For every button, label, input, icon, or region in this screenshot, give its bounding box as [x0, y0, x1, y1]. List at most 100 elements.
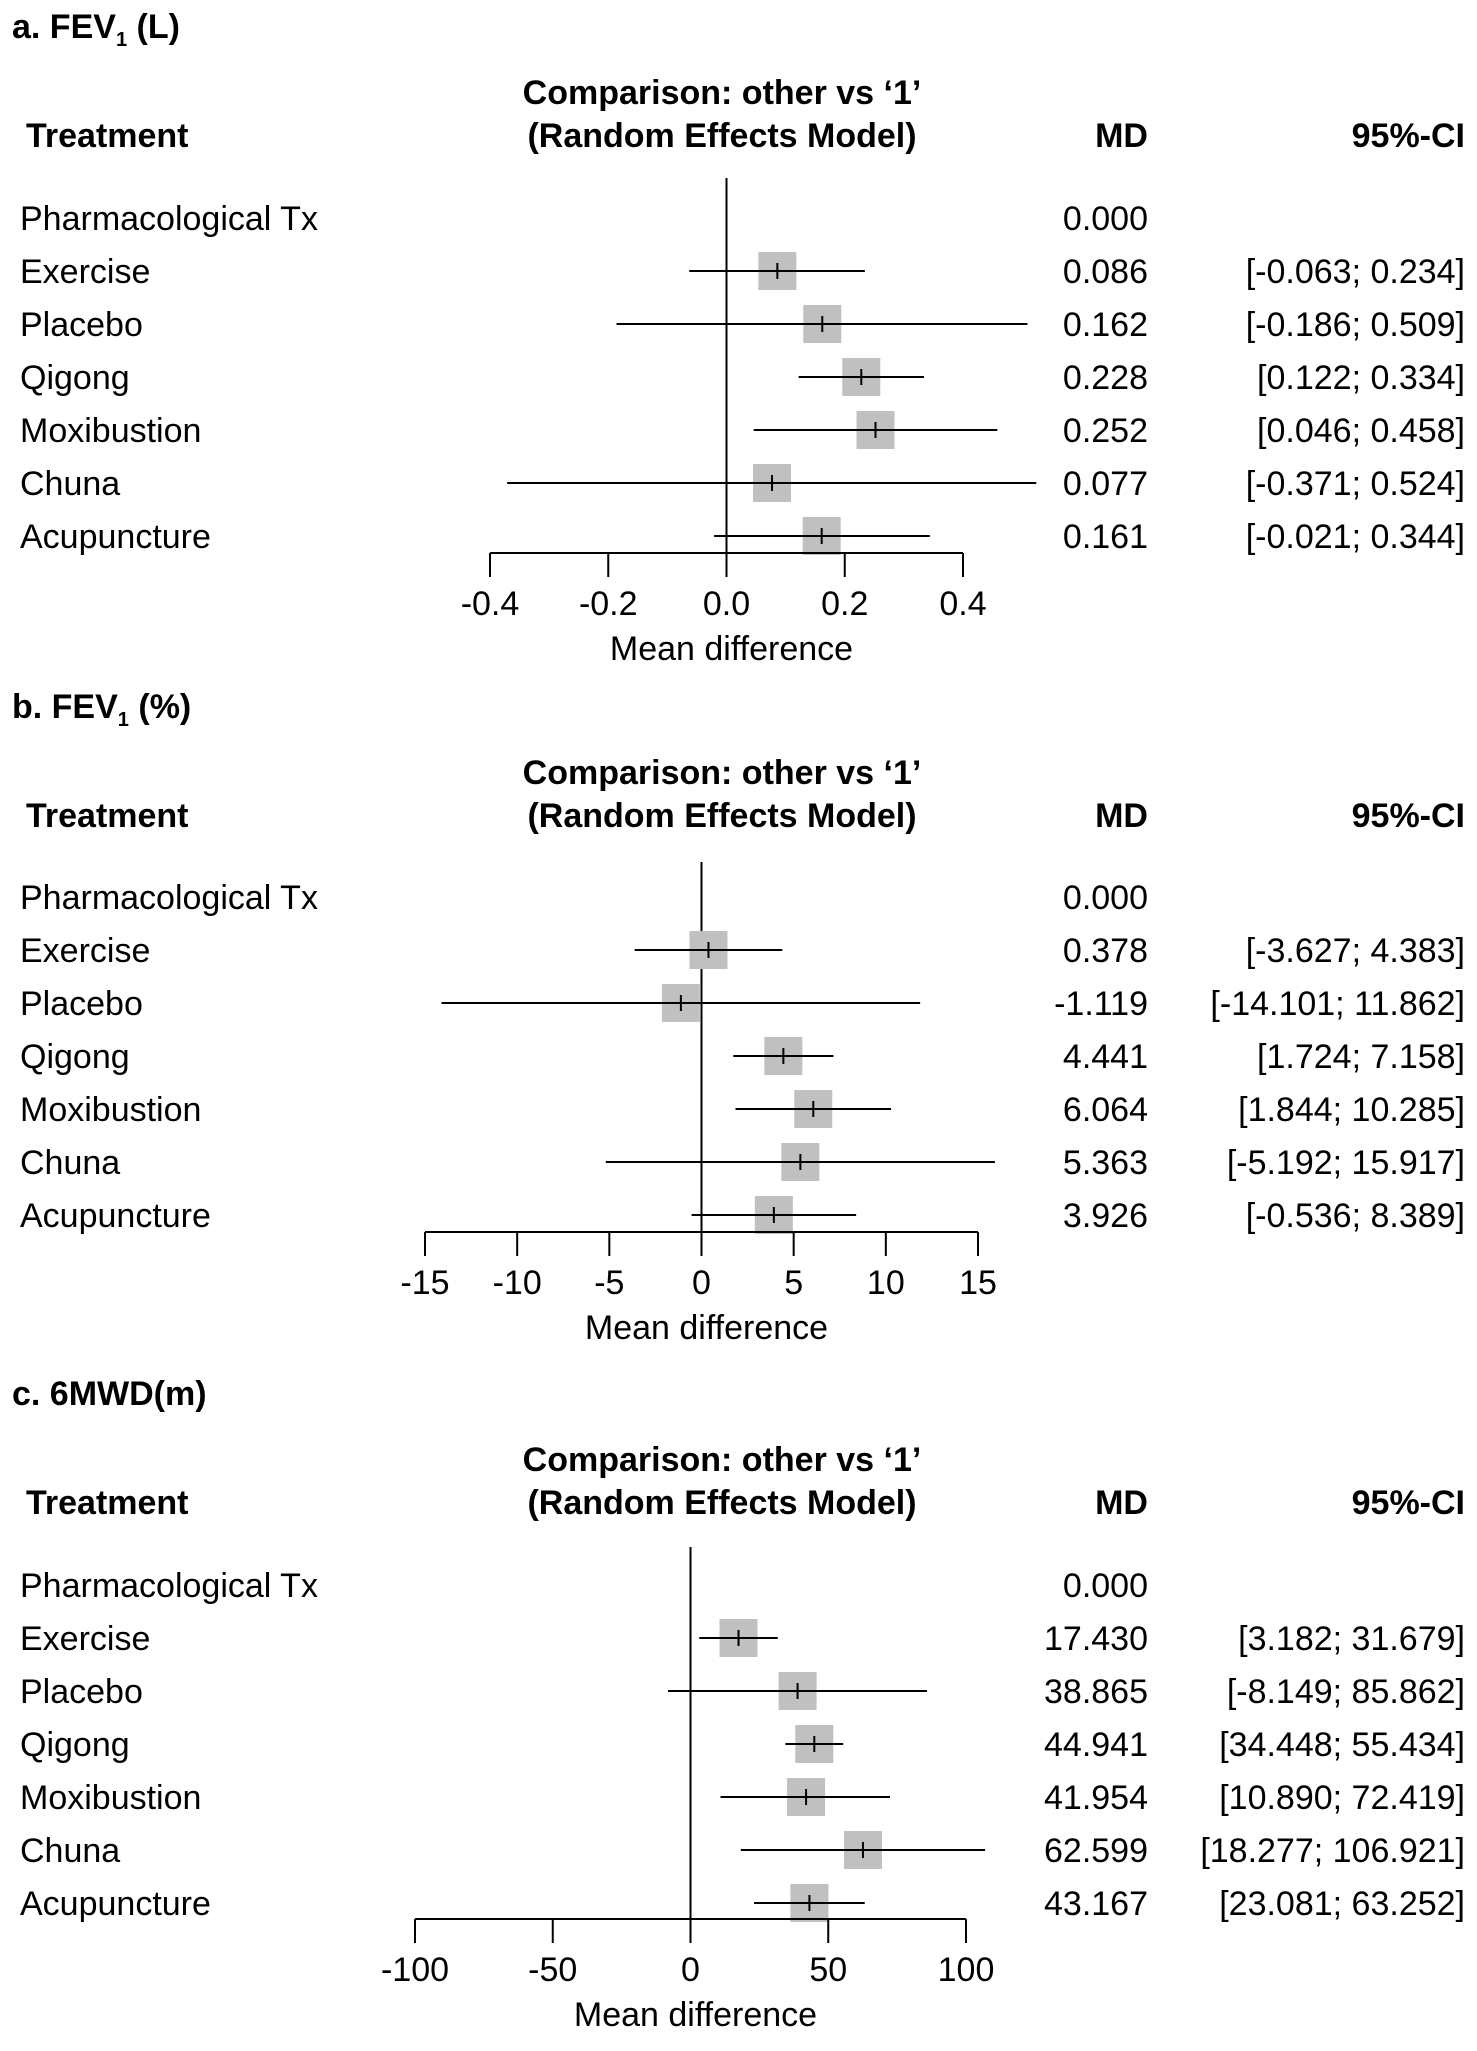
panel-title: b. FEV1 (%)	[12, 688, 191, 731]
treatment-label: Exercise	[20, 932, 150, 970]
panel-title-main: b. FEV	[12, 688, 118, 726]
md-value: 3.926	[1063, 1197, 1148, 1235]
panel-title-main: c. 6MWD(m)	[12, 1375, 207, 1413]
md-value: 38.865	[1044, 1673, 1148, 1711]
treatment-label: Placebo	[20, 985, 143, 1023]
ci-value: [10.890; 72.419]	[1219, 1779, 1465, 1817]
md-value: 0.161	[1063, 518, 1148, 556]
header-treatment: Treatment	[26, 117, 189, 155]
x-tick-label: 15	[959, 1264, 997, 1302]
md-value: 0.000	[1063, 1567, 1148, 1605]
ci-value: [23.081; 63.252]	[1219, 1885, 1465, 1923]
panel-2: b. FEV1 (%) Treatment Comparison: other vs…	[12, 688, 1465, 1347]
treatment-label: Exercise	[20, 253, 150, 291]
header-ci: 95%-CI	[1352, 797, 1465, 835]
ci-value: [0.122; 0.334]	[1257, 359, 1465, 397]
md-value: 5.363	[1063, 1144, 1148, 1182]
x-tick-label: -5	[594, 1264, 624, 1302]
x-axis-title: Mean difference	[585, 1309, 828, 1347]
md-value: 0.228	[1063, 359, 1148, 397]
treatment-label: Moxibustion	[20, 1779, 201, 1817]
ci-value: [3.182; 31.679]	[1238, 1620, 1465, 1658]
ci-value: [0.046; 0.458]	[1257, 412, 1465, 450]
x-tick-label: 50	[809, 1951, 847, 1989]
header-ci: 95%-CI	[1352, 1484, 1465, 1522]
treatment-label: Qigong	[20, 359, 130, 397]
md-value: 0.000	[1063, 200, 1148, 238]
treatment-label: Acupuncture	[20, 1885, 211, 1923]
x-tick-label: -100	[381, 1951, 449, 1989]
md-value: 0.162	[1063, 306, 1148, 344]
treatment-label: Moxibustion	[20, 1091, 201, 1129]
treatment-label: Placebo	[20, 1673, 143, 1711]
panel-title: a. FEV1 (L)	[12, 8, 180, 51]
md-value: -1.119	[1054, 985, 1148, 1023]
header-treatment: Treatment	[26, 797, 189, 835]
x-tick-label: 0.2	[821, 585, 868, 623]
x-tick-label: -10	[493, 1264, 542, 1302]
panel-1: a. FEV1 (L) Treatment Comparison: other vs…	[12, 8, 1465, 668]
ci-value: [-14.101; 11.862]	[1210, 985, 1465, 1023]
ci-value: [-0.536; 8.389]	[1246, 1197, 1465, 1235]
panel-title: c. 6MWD(m)	[12, 1375, 207, 1413]
panel-title-unit: (%)	[129, 688, 191, 726]
header-md: MD	[1095, 1484, 1148, 1522]
x-tick-label: 100	[938, 1951, 995, 1989]
treatment-label: Qigong	[20, 1038, 130, 1076]
treatment-label: Qigong	[20, 1726, 130, 1764]
md-value: 0.086	[1063, 253, 1148, 291]
ci-value: [-0.371; 0.524]	[1246, 465, 1465, 503]
header-treatment: Treatment	[26, 1484, 189, 1522]
md-value: 41.954	[1044, 1779, 1148, 1817]
treatment-label: Chuna	[20, 1832, 120, 1870]
x-axis-title: Mean difference	[574, 1996, 817, 2034]
ci-value: [18.277; 106.921]	[1200, 1832, 1465, 1870]
treatment-label: Pharmacological Tx	[20, 879, 318, 917]
md-value: 0.252	[1063, 412, 1148, 450]
treatment-label: Acupuncture	[20, 518, 211, 556]
x-tick-label: 0.0	[703, 585, 750, 623]
ci-value: [-8.149; 85.862]	[1227, 1673, 1465, 1711]
header-comparison-line1: Comparison: other vs ‘1’	[523, 1441, 922, 1479]
ci-value: [-0.063; 0.234]	[1246, 253, 1465, 291]
header-comparison-line2: (Random Effects Model)	[527, 1484, 916, 1522]
ci-value: [1.724; 7.158]	[1257, 1038, 1465, 1076]
ci-value: [-0.186; 0.509]	[1246, 306, 1465, 344]
md-value: 17.430	[1044, 1620, 1148, 1658]
x-tick-label: -15	[400, 1264, 449, 1302]
treatment-label: Pharmacological Tx	[20, 200, 318, 238]
treatment-label: Placebo	[20, 306, 143, 344]
treatment-label: Exercise	[20, 1620, 150, 1658]
header-comparison-line2: (Random Effects Model)	[527, 117, 916, 155]
header-md: MD	[1095, 797, 1148, 835]
x-tick-label: 0.4	[939, 585, 986, 623]
md-value: 0.378	[1063, 932, 1148, 970]
header-comparison-line1: Comparison: other vs ‘1’	[523, 754, 922, 792]
treatment-label: Acupuncture	[20, 1197, 211, 1235]
treatment-label: Moxibustion	[20, 412, 201, 450]
md-value: 62.599	[1044, 1832, 1148, 1870]
header-ci: 95%-CI	[1352, 117, 1465, 155]
md-value: 0.000	[1063, 879, 1148, 917]
header-comparison-line2: (Random Effects Model)	[527, 797, 916, 835]
ci-value: [34.448; 55.434]	[1219, 1726, 1465, 1764]
ci-value: [-5.192; 15.917]	[1227, 1144, 1465, 1182]
header-comparison-line1: Comparison: other vs ‘1’	[523, 74, 922, 112]
ci-value: [-0.021; 0.344]	[1246, 518, 1465, 556]
treatment-label: Pharmacological Tx	[20, 1567, 318, 1605]
md-value: 6.064	[1063, 1091, 1148, 1129]
md-value: 0.077	[1063, 465, 1148, 503]
x-tick-label: -0.4	[461, 585, 520, 623]
md-value: 43.167	[1044, 1885, 1148, 1923]
panel-title-subscript: 1	[118, 709, 129, 731]
ci-value: [-3.627; 4.383]	[1246, 932, 1465, 970]
panel-title-subscript: 1	[116, 29, 127, 51]
x-tick-label: 10	[867, 1264, 905, 1302]
panel-3: c. 6MWD(m) Treatment Comparison: other vs …	[12, 1375, 1465, 2034]
header-md: MD	[1095, 117, 1148, 155]
treatment-label: Chuna	[20, 465, 120, 503]
ci-value: [1.844; 10.285]	[1238, 1091, 1465, 1129]
x-tick-label: 0	[692, 1264, 711, 1302]
x-tick-label: 0	[681, 1951, 700, 1989]
